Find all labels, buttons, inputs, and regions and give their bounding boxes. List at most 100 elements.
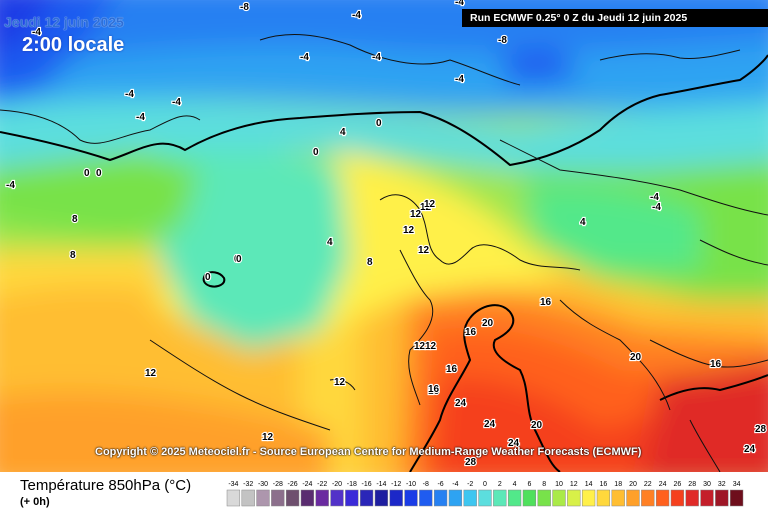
isotherm-value-label: 16 xyxy=(710,359,722,370)
isotherm-value-label: 24 xyxy=(484,419,496,430)
legend-tick-label: -34 xyxy=(228,481,238,488)
isotherm-value-label: -4 xyxy=(372,52,381,63)
legend-tick-label: -8 xyxy=(423,481,429,488)
legend-swatch xyxy=(256,489,270,507)
isotherm-value-label: 12 xyxy=(425,341,437,352)
isotherm-value-label: 12 xyxy=(262,432,274,443)
isotherm-value-label: 16 xyxy=(428,384,440,395)
legend-tick-label: 16 xyxy=(600,481,608,488)
isotherm-value-label: 0 xyxy=(236,254,242,265)
legend-tick-label: -12 xyxy=(391,481,401,488)
legend-tick-label: 30 xyxy=(703,481,711,488)
isotherm-twenty-west xyxy=(409,317,472,472)
isotherm-value-label: 0 xyxy=(205,272,211,283)
isotherm-value-label: 0 xyxy=(313,147,319,158)
isotherm-value-label: 28 xyxy=(465,457,477,468)
legend-tick-label: -26 xyxy=(288,481,298,488)
legend-tick-label: 18 xyxy=(614,481,622,488)
legend-swatch xyxy=(567,489,581,507)
isotherm-value-label: 4 xyxy=(327,237,333,248)
legend-swatch xyxy=(226,489,241,507)
isotherm-value-label: -4 xyxy=(650,192,659,203)
legend-swatch xyxy=(537,489,551,507)
legend-swatch xyxy=(641,489,655,507)
legend-tick-label: 10 xyxy=(555,481,563,488)
legend-swatch xyxy=(552,489,566,507)
copyright-notice: Copyright © 2025 Meteociel.fr - Source E… xyxy=(95,446,642,458)
legend-swatch xyxy=(345,489,359,507)
legend-swatch xyxy=(715,489,729,507)
legend-swatch xyxy=(359,489,374,507)
isotherm-value-label: 0 xyxy=(376,118,382,129)
isotherm-zero-ring xyxy=(202,271,226,288)
legend-tick-label: -20 xyxy=(332,481,342,488)
legend-swatch xyxy=(522,489,537,507)
isotherm-value-label: 12 xyxy=(334,377,346,388)
color-scale-legend: -34 -32 -30 -28 -26 -24 -22 -20 -18 -16 -14 -12 -10-… xyxy=(226,481,744,507)
legend-tick-label: 0 xyxy=(483,481,487,488)
isotherm-value-label: 16 xyxy=(446,364,458,375)
legend-swatch xyxy=(670,489,685,507)
legend-tick-label: -32 xyxy=(243,481,253,488)
legend-swatch xyxy=(507,489,522,507)
legend-swatch xyxy=(374,489,389,507)
isotherm-value-label: -4 xyxy=(455,0,464,8)
temperature-field xyxy=(0,0,768,472)
legend-swatch xyxy=(419,489,433,507)
isotherm-value-label: 12 xyxy=(420,202,432,213)
legend-tick-label: 34 xyxy=(733,481,741,488)
isotherm-value-label: 16 xyxy=(540,297,552,308)
legend-tick-label: 6 xyxy=(527,481,531,488)
legend-tick-label: 22 xyxy=(644,481,652,488)
isotherm-value-label: 4 xyxy=(340,127,346,138)
isotherm-value-label: 0 xyxy=(84,168,90,179)
isotherm-value-label: 20 xyxy=(630,352,642,363)
isotherm-value-label: 24 xyxy=(744,444,756,455)
legend-tick-label: -16 xyxy=(362,481,372,488)
legend-tick-label: 24 xyxy=(659,481,667,488)
legend-swatch xyxy=(330,489,344,507)
legend-tick-label: -18 xyxy=(347,481,357,488)
legend-swatch xyxy=(655,489,670,507)
isotherm-twenty xyxy=(469,304,561,472)
legend-tick-label: 26 xyxy=(674,481,682,488)
legend-tick-label: 4 xyxy=(513,481,517,488)
isotherm-value-label: 20 xyxy=(531,420,543,431)
legend-swatch xyxy=(448,489,463,507)
isotherm-value-label: -4 xyxy=(352,10,361,21)
legend-tick-label: -2 xyxy=(467,481,473,488)
legend-tick-label: 8 xyxy=(542,481,546,488)
coastlines xyxy=(0,34,768,472)
legend-swatch xyxy=(493,489,507,507)
variable-title: Température 850hPa (°C) xyxy=(20,477,192,494)
isotherm-value-label: 12 xyxy=(145,368,157,379)
legend-swatch xyxy=(463,489,477,507)
legend-tick-label: 14 xyxy=(585,481,593,488)
legend-swatch xyxy=(685,489,699,507)
isotherm-twenty-east xyxy=(659,374,768,401)
legend-tick-label: -24 xyxy=(302,481,312,488)
isotherm-value-label: 12 xyxy=(410,209,422,220)
isotherm-zero-north xyxy=(0,54,768,167)
legend-swatch xyxy=(700,489,714,507)
isotherm-value-label: -4 xyxy=(136,112,145,123)
legend-swatch xyxy=(271,489,285,507)
isotherm-value-label: 20 xyxy=(482,318,494,329)
isotherm-value-label: 12 xyxy=(414,341,426,352)
forecast-date: Jeudi 12 juin 2025 xyxy=(4,14,124,30)
lead-time: (+ 0h) xyxy=(20,496,50,508)
isotherm-value-label: -4 xyxy=(32,27,41,38)
isotherm-value-label: 12 xyxy=(424,199,436,210)
isotherm-value-label: 4 xyxy=(580,217,586,228)
isotherm-value-label: 24 xyxy=(508,438,520,449)
legend-swatch xyxy=(433,489,448,507)
isotherm-value-label: 16 xyxy=(465,327,477,338)
isotherm-value-label: 8 xyxy=(72,214,78,225)
legend-tick-label: -28 xyxy=(273,481,283,488)
legend-swatch xyxy=(404,489,418,507)
legend-swatch xyxy=(729,489,744,507)
legend-swatch xyxy=(581,489,596,507)
isotherm-value-label: 0 xyxy=(234,254,240,265)
